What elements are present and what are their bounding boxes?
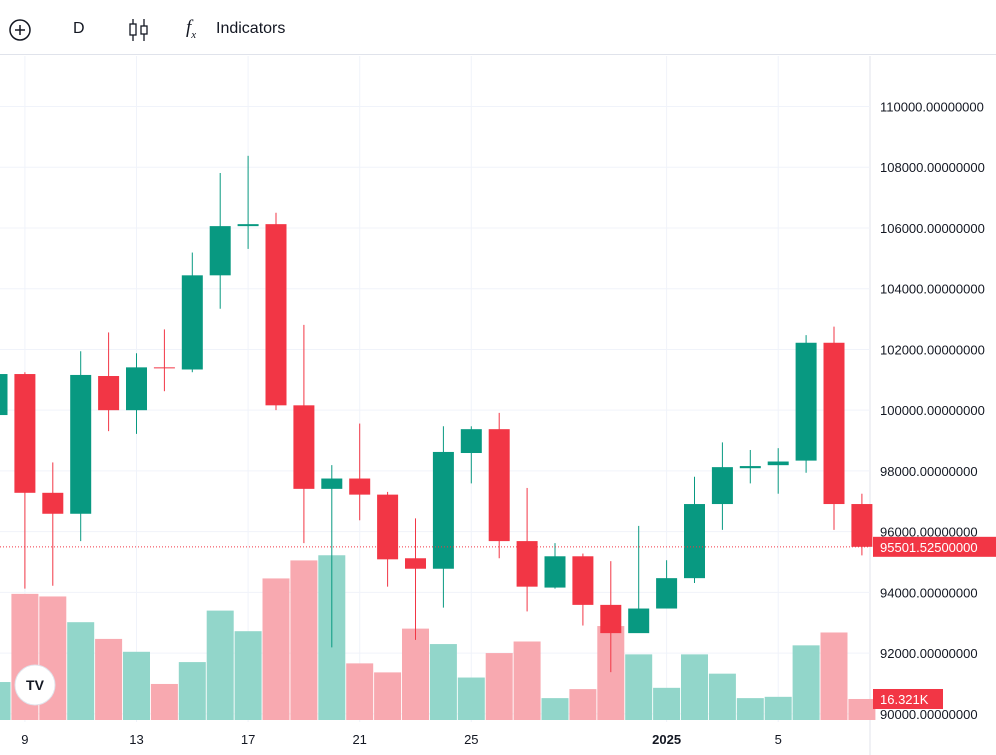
candle-body <box>377 494 399 560</box>
candle-body <box>126 367 147 411</box>
candle-body <box>767 461 789 466</box>
toolbar: D fx Indicators <box>0 0 996 55</box>
tradingview-logo: TV <box>14 664 56 706</box>
y-tick-label: 102000.00000000 <box>880 342 985 357</box>
candle-body <box>432 451 454 569</box>
last-volume-label: 16.321K <box>880 692 929 707</box>
y-tick-label: 94000.00000000 <box>880 585 978 600</box>
volume-bar <box>290 560 318 720</box>
candle-body <box>237 224 259 227</box>
candle-body <box>42 492 64 514</box>
candle-body <box>823 342 845 505</box>
y-tick-label: 92000.00000000 <box>880 646 978 661</box>
last-volume-box <box>873 688 943 709</box>
candle-body <box>321 478 343 489</box>
candle-body <box>405 558 426 569</box>
y-tick-label: 98000.00000000 <box>880 464 978 479</box>
volume-bar <box>820 632 848 720</box>
chart-type-icon[interactable] <box>127 17 151 43</box>
volume-bar <box>653 687 681 720</box>
candle-body <box>851 504 873 547</box>
candle-body <box>684 504 705 579</box>
candle-body <box>516 541 538 587</box>
last-price-label: 95501.52500000 <box>880 540 978 555</box>
x-tick-label: 21 <box>352 732 366 747</box>
volume-bar <box>150 683 178 720</box>
volume-bar <box>848 698 876 720</box>
fx-icon[interactable]: fx <box>186 17 197 41</box>
candle-body <box>0 374 8 416</box>
y-tick-label: 106000.00000000 <box>880 221 985 236</box>
candle-body <box>711 467 733 505</box>
volume-bar <box>457 677 485 720</box>
x-tick-label: 9 <box>21 732 28 747</box>
candle-body <box>572 556 594 605</box>
candle-body <box>70 374 92 514</box>
volume-bar <box>681 654 708 720</box>
candle-body <box>544 556 566 588</box>
volume-bar <box>234 631 262 720</box>
candle-body <box>460 429 482 454</box>
y-tick-label: 100000.00000000 <box>880 403 985 418</box>
svg-text:TV: TV <box>26 677 45 693</box>
volume-bar <box>402 628 429 720</box>
candle-body <box>265 224 287 406</box>
add-symbol-icon[interactable] <box>8 18 32 42</box>
volume-bar <box>792 645 820 720</box>
candle-body <box>98 376 120 411</box>
x-tick-label: 5 <box>775 732 782 747</box>
volume-bar <box>123 651 150 720</box>
chart: 90000.00000000 92000.00000000 94000.000000… <box>0 56 996 755</box>
y-tick-label: 108000.00000000 <box>880 160 985 175</box>
candle-body <box>739 466 761 469</box>
volume-bar <box>429 644 457 720</box>
x-tick-label: 17 <box>241 732 255 747</box>
volume-bar <box>206 610 234 720</box>
candle-body <box>488 429 510 542</box>
x-tick-label: 25 <box>464 732 478 747</box>
candle-body <box>600 604 622 634</box>
candle-body <box>153 367 175 369</box>
last-price-box <box>873 536 996 557</box>
y-tick-label: 104000.00000000 <box>880 282 985 297</box>
candle-body <box>656 578 678 609</box>
candle-body <box>181 275 203 370</box>
volume-bar <box>374 672 402 720</box>
volume-bar <box>67 622 95 720</box>
x-tick-label: 13 <box>129 732 143 747</box>
volume-bar <box>708 673 736 720</box>
volume-bar <box>346 663 374 720</box>
candle-body <box>349 478 371 495</box>
candle-body <box>14 374 36 493</box>
y-tick-label: 110000.00000000 <box>880 99 984 114</box>
volume-bar <box>569 689 597 720</box>
volume-bar <box>764 696 792 720</box>
volume-bar <box>736 698 764 720</box>
volume-bar <box>513 641 541 720</box>
volume-bar <box>95 638 123 720</box>
volume-bar <box>541 698 569 720</box>
candle-body <box>795 342 817 461</box>
volume-bar <box>625 654 653 720</box>
y-tick-label: 96000.00000000 <box>880 525 978 540</box>
x-tick-label: 2025 <box>652 732 681 747</box>
volume-bar <box>178 662 206 720</box>
interval-button[interactable]: D <box>73 20 85 37</box>
volume-bar <box>0 682 11 720</box>
volume-bar <box>262 578 290 720</box>
candle-body <box>209 226 231 276</box>
candle-body <box>293 405 315 489</box>
indicators-button[interactable]: Indicators <box>216 20 286 37</box>
volume-bar <box>485 653 513 720</box>
y-tick-label: 90000.00000000 <box>880 707 978 722</box>
candle-body <box>628 608 650 634</box>
